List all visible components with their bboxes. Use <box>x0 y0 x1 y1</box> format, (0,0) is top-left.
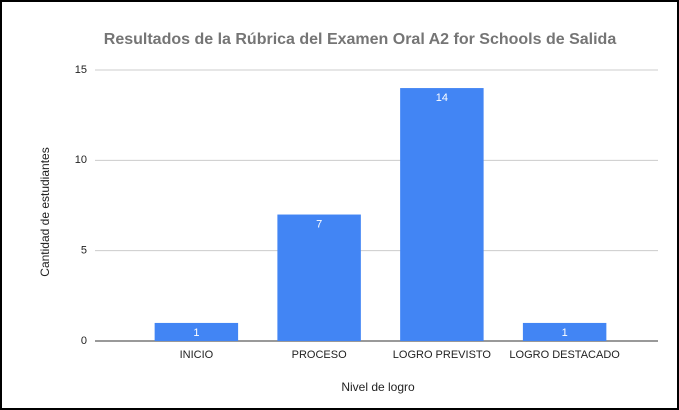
x-tick-label: PROCESO <box>292 349 347 361</box>
x-tick-label: LOGRO DESTACADO <box>509 349 620 361</box>
y-tick-label: 15 <box>75 64 87 76</box>
x-tick-label: INICIO <box>180 349 214 361</box>
bar <box>277 214 361 341</box>
y-tick-label: 5 <box>81 245 87 257</box>
data-label: 7 <box>316 218 322 230</box>
y-axis-label: Cantidad de estudiantes <box>38 147 52 276</box>
data-label: 14 <box>436 92 448 104</box>
x-tick-label: LOGRO PREVISTO <box>393 349 492 361</box>
chart-title: Resultados de la Rúbrica del Examen Oral… <box>104 31 617 48</box>
x-axis-label: Nivel de logro <box>341 380 415 394</box>
bar <box>522 322 607 341</box>
bar <box>154 322 239 341</box>
bar <box>400 88 484 341</box>
data-label: 1 <box>193 327 199 339</box>
y-tick-label: 0 <box>81 335 87 347</box>
data-label: 1 <box>562 327 568 339</box>
y-tick-label: 10 <box>75 154 87 166</box>
